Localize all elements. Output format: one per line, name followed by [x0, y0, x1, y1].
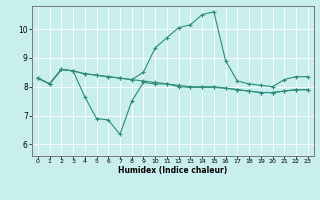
X-axis label: Humidex (Indice chaleur): Humidex (Indice chaleur): [118, 166, 228, 175]
